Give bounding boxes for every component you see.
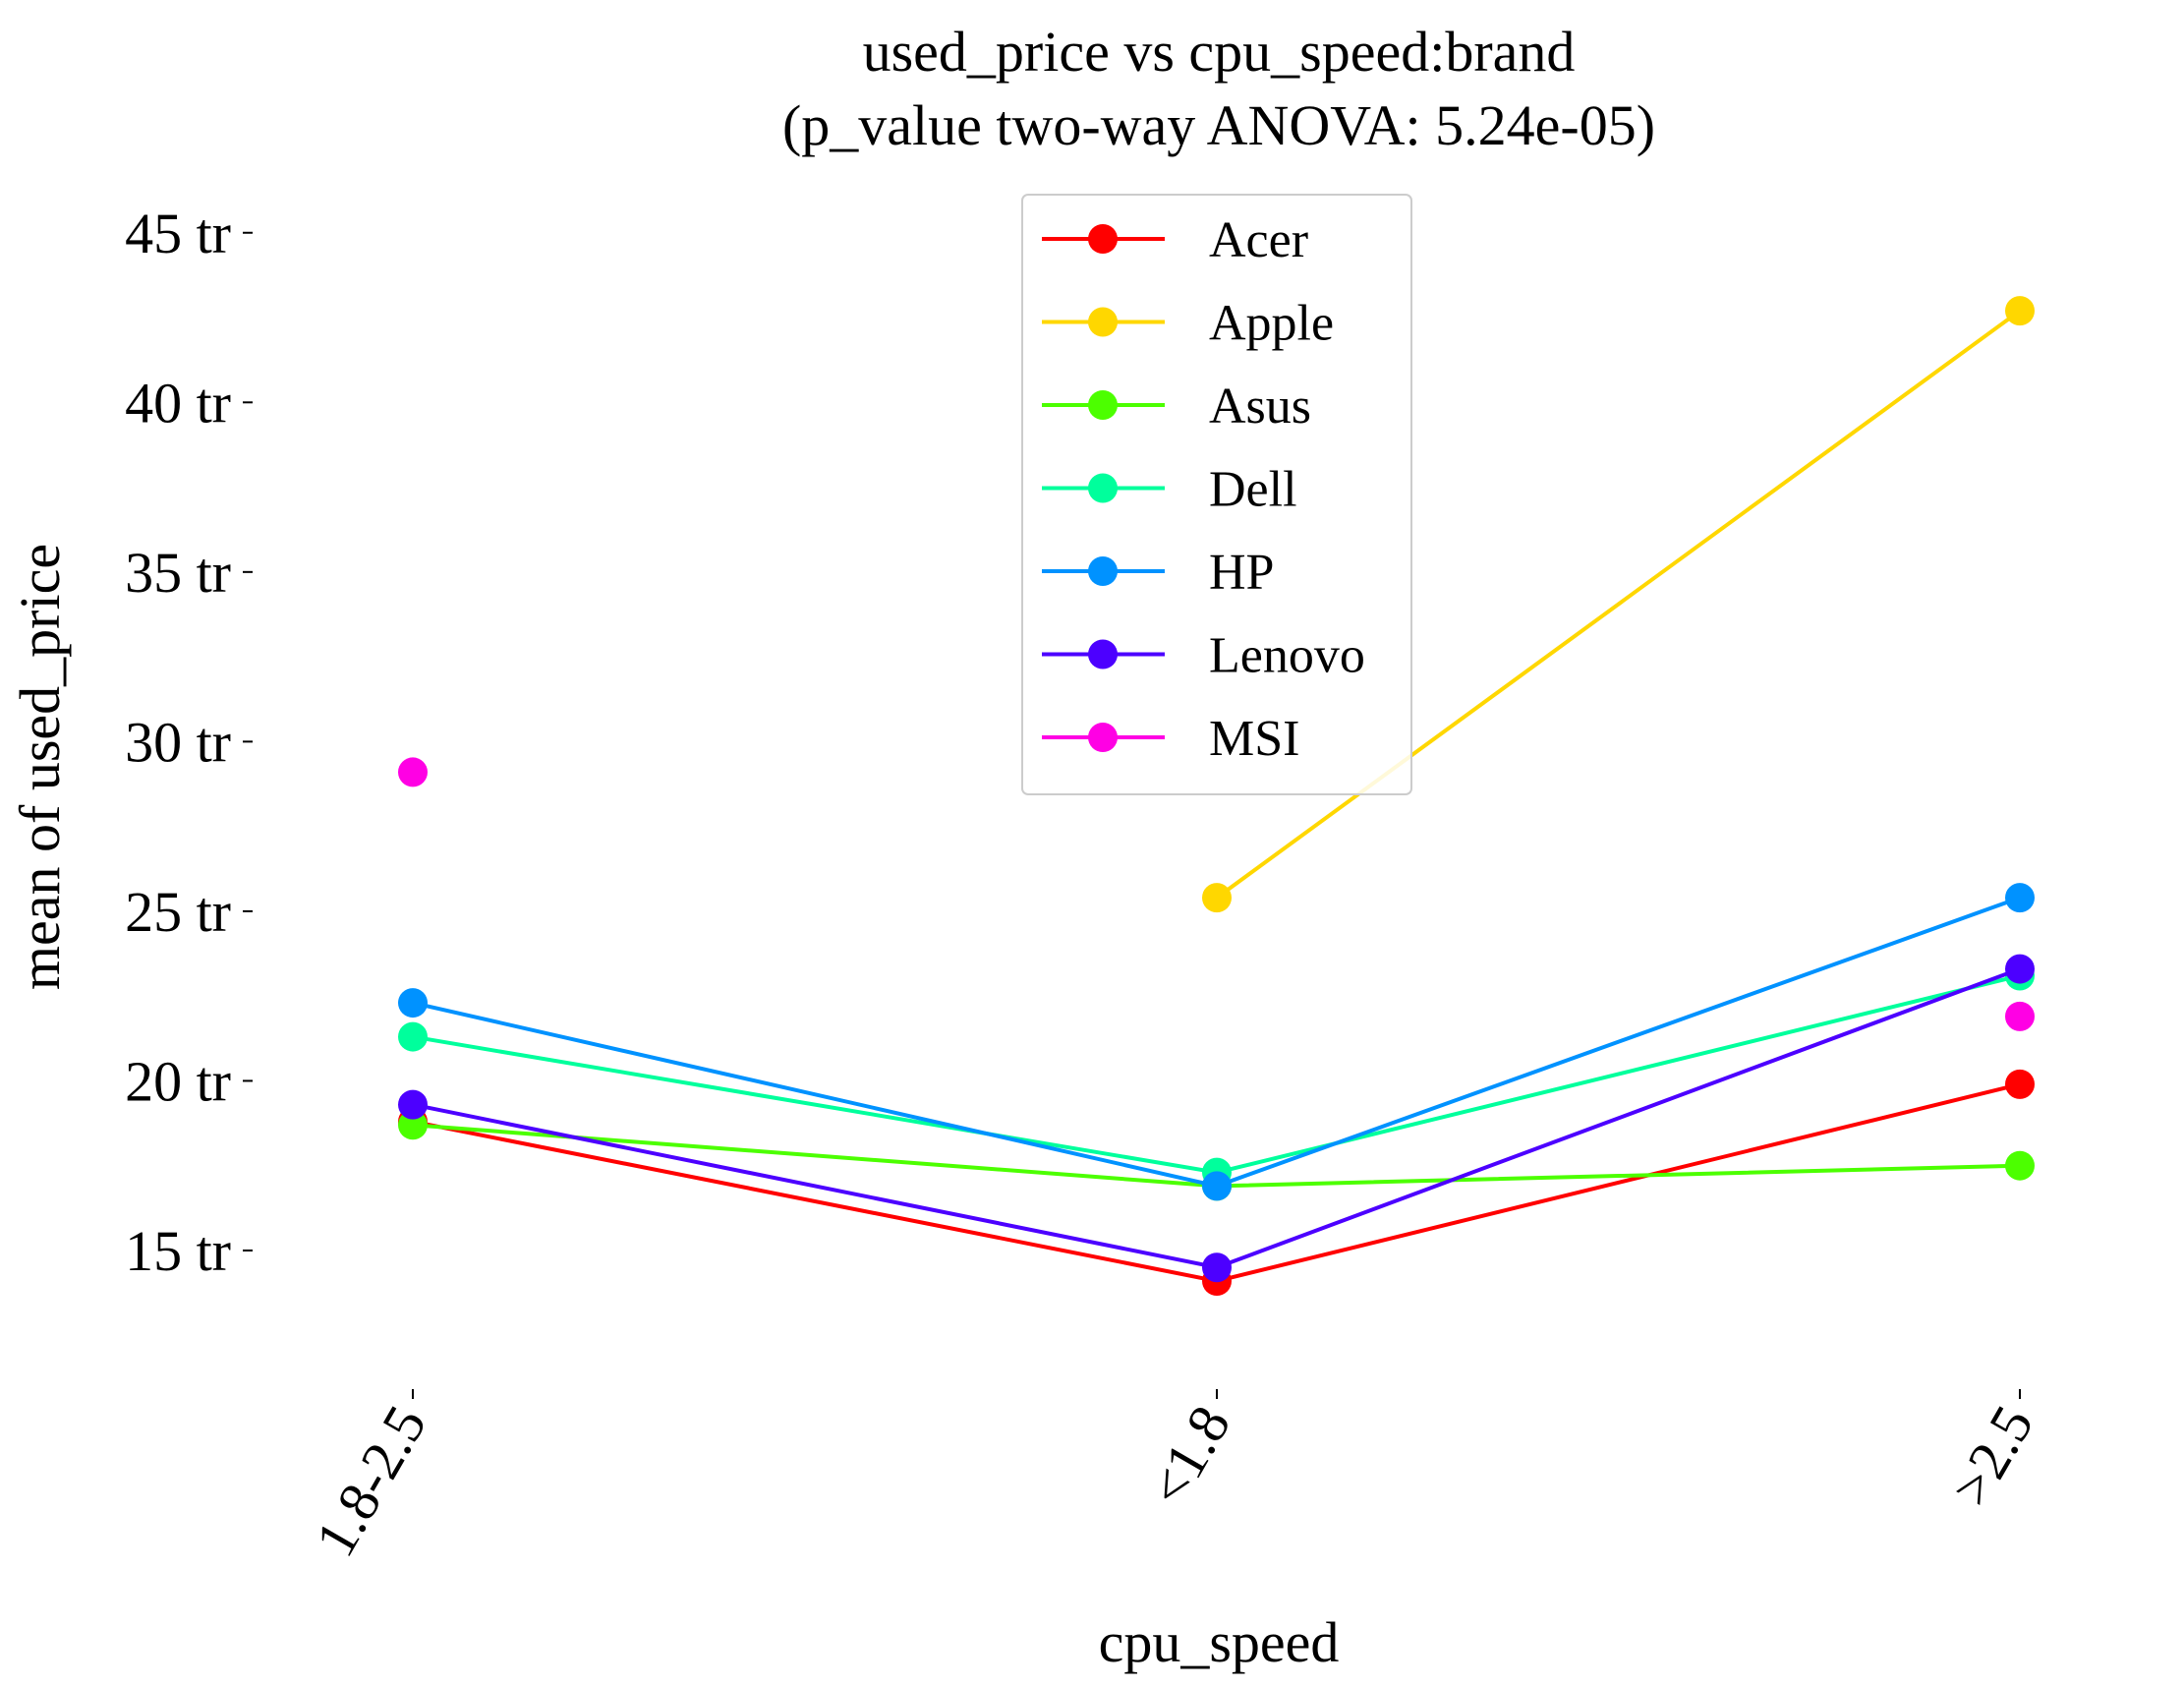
legend-item: Asus	[1042, 378, 1311, 435]
data-point	[1202, 1171, 1232, 1201]
data-point	[1202, 1252, 1232, 1283]
y-tick-label: 15 tr	[125, 1219, 231, 1283]
series-line	[412, 966, 2021, 1270]
legend-box	[1021, 194, 1412, 795]
legend-marker	[1088, 224, 1118, 254]
legend-marker	[1088, 307, 1118, 337]
legend-marker	[1088, 473, 1118, 503]
legend-marker	[1088, 390, 1118, 420]
y-tick-label: 35 tr	[125, 541, 231, 605]
legend-marker	[1088, 723, 1118, 752]
chart-subtitle: (p_value two-way ANOVA: 5.24e-05)	[782, 93, 1655, 157]
data-point	[2005, 1001, 2035, 1031]
data-point	[2005, 296, 2035, 326]
legend-marker	[1088, 639, 1118, 669]
data-point	[2005, 883, 2035, 913]
x-axis: 1.8-2.5 <1.8 >2.5	[303, 1389, 2045, 1567]
data-point	[398, 988, 428, 1019]
data-point	[398, 1021, 428, 1052]
series-line	[1215, 309, 2022, 900]
legend-item: Lenovo	[1042, 628, 1365, 684]
x-tick-label: >2.5	[1938, 1395, 2045, 1517]
legend-label: MSI	[1209, 711, 1299, 767]
series-msi	[398, 757, 2035, 1031]
legend-label: Lenovo	[1209, 628, 1365, 684]
y-tick-label: 45 tr	[125, 202, 231, 265]
y-tick-label: 25 tr	[125, 880, 231, 944]
legend: Acer Apple Asus Dell HP Lenovo MSI	[1021, 194, 1412, 795]
y-tick-label: 30 tr	[125, 710, 231, 774]
data-point	[398, 757, 428, 787]
data-point	[2005, 954, 2035, 984]
data-point	[2005, 1069, 2035, 1099]
y-tick-label: 40 tr	[125, 371, 231, 435]
legend-label: Asus	[1209, 378, 1311, 435]
data-point	[398, 1089, 428, 1120]
data-point	[398, 1110, 428, 1140]
legend-item: HP	[1042, 545, 1274, 601]
series-layer	[398, 296, 2035, 1297]
data-point	[2005, 1150, 2035, 1181]
data-point	[1202, 883, 1232, 913]
legend-label: Acer	[1209, 212, 1308, 268]
y-tick-label: 20 tr	[125, 1049, 231, 1113]
legend-item: Acer	[1042, 212, 1308, 268]
x-tick-label: 1.8-2.5	[303, 1395, 438, 1567]
series-apple	[1202, 296, 2035, 913]
legend-label: Dell	[1209, 462, 1297, 518]
series-hp	[398, 883, 2035, 1201]
x-tick-label: <1.8	[1135, 1395, 1242, 1517]
chart-title: used_price vs cpu_speed:brand	[863, 20, 1576, 84]
legend-label: Apple	[1209, 296, 1334, 352]
legend-item: MSI	[1042, 711, 1299, 767]
y-axis: 15 tr 20 tr 25 tr 30 tr 35 tr 40 tr 45 tr	[125, 202, 253, 1283]
legend-label: HP	[1209, 545, 1274, 601]
x-axis-label: cpu_speed	[1099, 1610, 1340, 1674]
series-lenovo	[398, 954, 2035, 1283]
legend-item: Apple	[1042, 296, 1334, 352]
y-axis-label: mean of used_price	[8, 544, 72, 990]
legend-item: Dell	[1042, 462, 1297, 518]
legend-marker	[1088, 556, 1118, 586]
